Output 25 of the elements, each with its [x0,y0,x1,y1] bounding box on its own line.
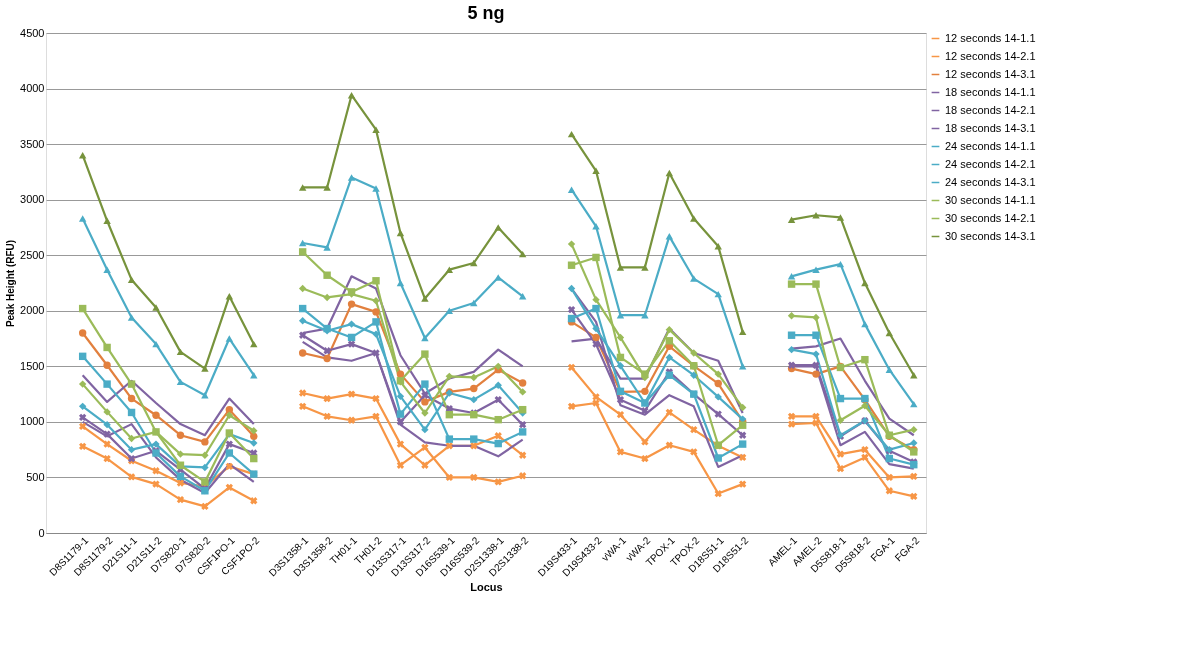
legend-label: 30 seconds 14-3.1 [945,229,1036,242]
y-tick-label: 2500 [20,248,45,261]
y-tick-label: 500 [26,470,45,483]
y-axis-title: Peak Height (RFU) [5,239,17,328]
legend-label: 30 seconds 14-2.1 [945,211,1036,224]
legend-label: 18 seconds 14-1.1 [945,85,1036,98]
chart-title: 5 ng [467,3,505,23]
y-tick-label: 1000 [20,415,45,428]
y-tick-label: 0 [38,526,45,539]
legend-label: 24 seconds 14-3.1 [945,175,1036,188]
legend-label: 12 seconds 14-1.1 [945,31,1036,44]
y-tick-label: 4500 [20,26,45,39]
legend-label: 24 seconds 14-1.1 [945,139,1036,152]
y-tick-label: 1500 [20,359,45,372]
legend-label: 18 seconds 14-2.1 [945,103,1036,116]
y-tick-label: 3500 [20,137,45,150]
legend-label: 30 seconds 14-1.1 [945,193,1036,206]
legend-label: 12 seconds 14-3.1 [945,67,1036,80]
y-tick-label: 4000 [20,82,45,95]
legend-label: 18 seconds 14-3.1 [945,121,1036,134]
legend-label: 24 seconds 14-2.1 [945,157,1036,170]
x-axis-title: Locus [470,581,503,594]
legend-label: 12 seconds 14-2.1 [945,49,1036,62]
y-tick-label: 2000 [20,304,45,317]
y-tick-label: 3000 [20,193,45,206]
